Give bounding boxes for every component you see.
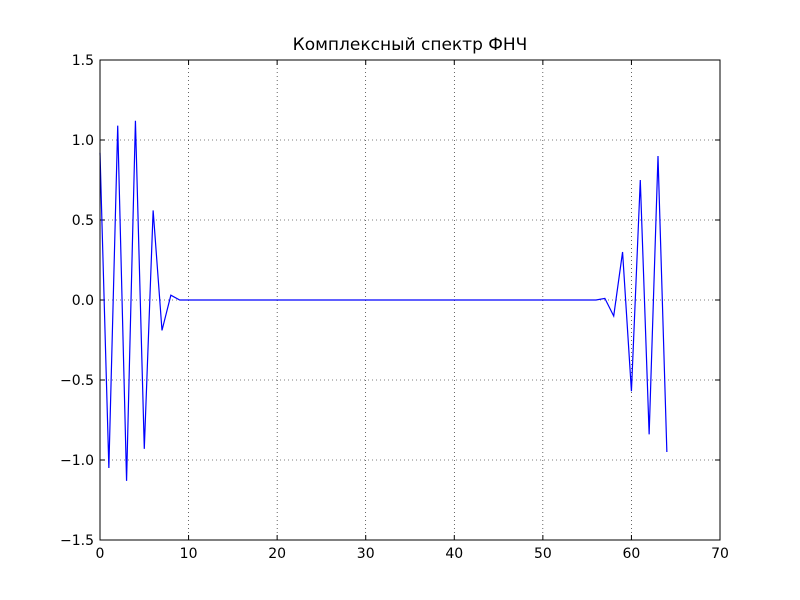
x-tick-label: 50 (534, 546, 552, 562)
y-tick-label: 0.5 (72, 213, 94, 229)
x-tick-label: 70 (711, 546, 729, 562)
y-tick-label: 1.5 (72, 53, 94, 69)
x-tick-labels: 0 10 20 30 40 50 60 70 (96, 546, 729, 562)
y-tick-label: −1.0 (60, 453, 94, 469)
x-tick-label: 0 (96, 546, 105, 562)
x-tick-label: 60 (623, 546, 641, 562)
x-tick-label: 30 (357, 546, 375, 562)
x-tick-label: 20 (268, 546, 286, 562)
y-tick-label: 1.0 (72, 133, 94, 149)
plot-frame (99, 59, 721, 541)
x-tick-label: 40 (445, 546, 463, 562)
chart-title: Комплексный спектр ФНЧ (293, 35, 528, 55)
x-tick-label: 10 (180, 546, 198, 562)
series-line (99, 120, 668, 481)
y-tick-label: 0.0 (72, 293, 94, 309)
y-tick-label: −0.5 (60, 373, 94, 389)
y-tick-label: −1.5 (60, 533, 94, 549)
series-layer (99, 120, 668, 481)
y-tick-labels: −1.5 −1.0 −0.5 0.0 0.5 1.0 1.5 (60, 53, 94, 549)
